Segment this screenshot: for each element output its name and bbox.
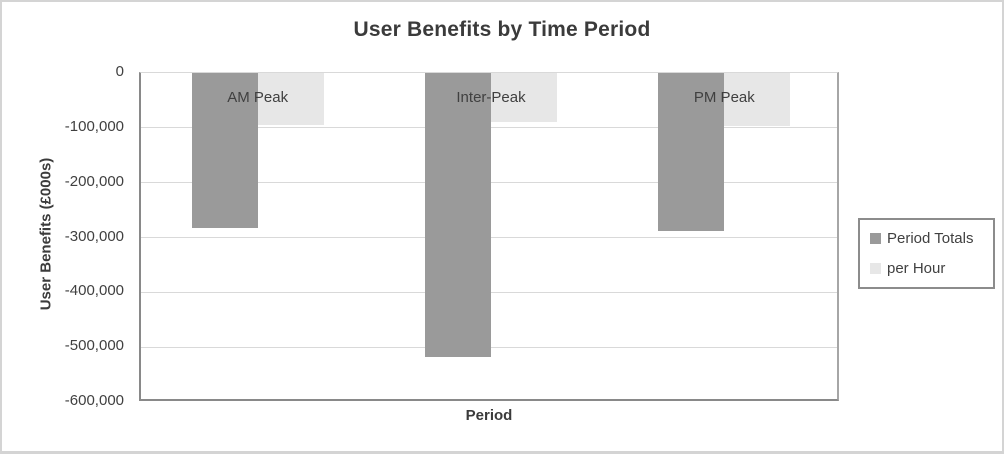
y-tick-label: -400,000 bbox=[64, 282, 124, 300]
bar-period-totals-am-peak bbox=[191, 73, 258, 229]
plot-area: AM Peak Inter-Peak PM Peak bbox=[139, 72, 839, 401]
bar-period-totals-inter-peak bbox=[425, 73, 491, 358]
bar-per-hour-pm-peak bbox=[724, 73, 791, 126]
category-label-pm-peak: PM Peak bbox=[693, 89, 755, 106]
legend-item-per-hour: per Hour bbox=[870, 260, 993, 277]
legend-swatch-icon bbox=[870, 233, 881, 244]
bar-per-hour-inter-peak bbox=[491, 73, 557, 122]
y-tick-label: -500,000 bbox=[64, 337, 124, 355]
y-tick-label: -100,000 bbox=[64, 117, 124, 135]
category-label-inter-peak: Inter-Peak bbox=[456, 89, 526, 106]
y-tick-label: -300,000 bbox=[64, 227, 124, 245]
legend-swatch-icon bbox=[870, 263, 881, 274]
y-tick-label: -200,000 bbox=[64, 172, 124, 190]
legend-label: Period Totals bbox=[887, 230, 974, 247]
legend: Period Totals per Hour bbox=[858, 218, 995, 289]
y-tick-label: -600,000 bbox=[64, 392, 124, 409]
bar-period-totals-pm-peak bbox=[658, 73, 725, 232]
bar-per-hour-am-peak bbox=[257, 73, 324, 125]
x-axis-title: Period bbox=[465, 407, 513, 424]
category-label-am-peak: AM Peak bbox=[227, 89, 289, 106]
legend-item-period-totals: Period Totals bbox=[870, 230, 993, 247]
chart-title: User Benefits by Time Period bbox=[353, 18, 651, 41]
legend-label: per Hour bbox=[887, 260, 946, 277]
y-tick-label: 0 bbox=[115, 63, 124, 80]
